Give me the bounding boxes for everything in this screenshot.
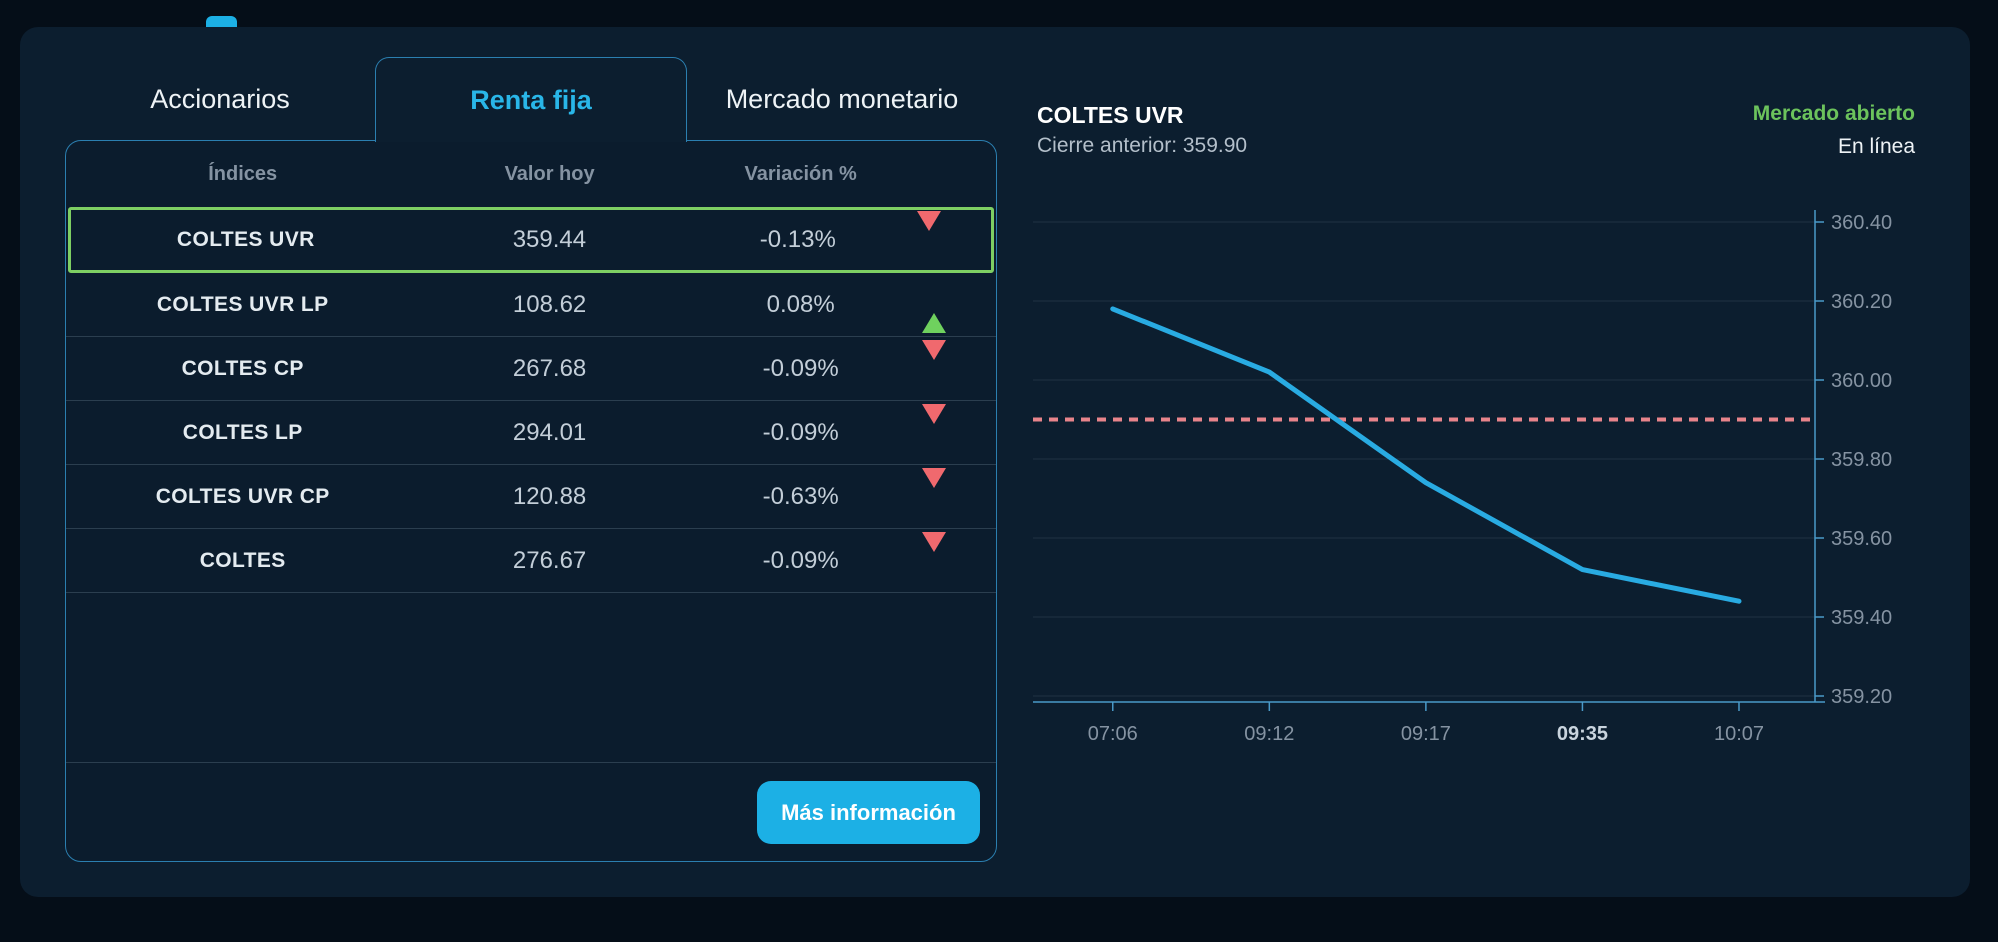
market-status-block: Mercado abierto En línea (1753, 102, 1915, 159)
index-change: -0.09% (762, 546, 839, 574)
index-name: COLTES UVR LP (156, 292, 329, 316)
previous-close-label: Cierre anterior: 359.90 (1037, 134, 1248, 157)
svg-text:360.00: 360.00 (1831, 370, 1892, 392)
index-value: 108.62 (512, 290, 587, 318)
svg-text:360.40: 360.40 (1831, 212, 1892, 234)
table-header-row: Índices Valor hoy Variación % (66, 141, 996, 207)
table-row[interactable]: COLTES UVR 359.44 -0.13% (68, 207, 994, 273)
index-value: 276.67 (512, 546, 587, 574)
index-name: COLTES CP (181, 356, 304, 380)
svg-text:07:06: 07:06 (1088, 723, 1138, 745)
svg-text:359.20: 359.20 (1831, 686, 1892, 708)
index-value: 294.01 (512, 418, 587, 446)
more-info-button[interactable]: Más información (757, 781, 980, 844)
table-row[interactable]: COLTES UVR CP 120.88 -0.63% (66, 465, 996, 529)
column-header-indices: Índices (208, 162, 278, 185)
index-name: COLTES (199, 548, 286, 572)
change-triangle-icon (921, 339, 946, 377)
index-change: -0.09% (762, 354, 839, 382)
svg-text:359.80: 359.80 (1831, 449, 1892, 471)
tab-renta-fija[interactable]: Renta fija (375, 57, 687, 142)
svg-text:09:17: 09:17 (1401, 723, 1451, 745)
svg-text:09:12: 09:12 (1244, 723, 1294, 745)
index-change: -0.63% (762, 482, 839, 510)
svg-text:09:35: 09:35 (1557, 723, 1608, 745)
panel-footer: Más información (66, 762, 996, 861)
index-name: COLTES UVR (176, 228, 315, 251)
market-tabs: Accionarios Renta fija Mercado monetario (65, 57, 997, 142)
column-header-variacion: Variación % (744, 162, 857, 185)
svg-text:360.20: 360.20 (1831, 291, 1892, 313)
index-value: 359.44 (512, 226, 587, 253)
index-value: 120.88 (512, 482, 587, 510)
index-value: 267.68 (512, 354, 587, 382)
table-row[interactable]: COLTES CP 267.68 -0.09% (66, 337, 996, 401)
change-triangle-icon (921, 467, 946, 505)
index-change: -0.13% (759, 226, 836, 253)
market-card: Accionarios Renta fija Mercado monetario… (20, 27, 1970, 897)
change-triangle-icon (917, 211, 942, 248)
tab-mercado-monetario[interactable]: Mercado monetario (725, 83, 959, 114)
market-open-badge: Mercado abierto (1752, 102, 1915, 125)
change-triangle-icon (921, 295, 946, 333)
table-row[interactable]: COLTES 276.67 -0.09% (66, 529, 996, 593)
column-header-valor-hoy: Valor hoy (504, 162, 595, 185)
index-change: -0.09% (762, 418, 839, 446)
intraday-line-chart: 360.40 360.20 360.00 359.80 359.60 359.40 359.… (1033, 210, 1892, 745)
change-triangle-icon (921, 531, 946, 569)
online-status: En línea (1837, 135, 1915, 158)
tab-accionarios[interactable]: Accionarios (150, 83, 290, 114)
index-name: COLTES LP (182, 420, 303, 444)
table-row[interactable]: COLTES UVR LP 108.62 0.08% (66, 273, 996, 337)
change-triangle-icon (921, 403, 946, 441)
chart-title: COLTES UVR (1037, 102, 1184, 128)
index-name: COLTES UVR CP (155, 484, 330, 508)
svg-text:359.40: 359.40 (1831, 607, 1892, 629)
svg-text:359.60: 359.60 (1831, 528, 1892, 550)
index-change: 0.08% (766, 290, 835, 318)
svg-text:10:07: 10:07 (1714, 723, 1764, 745)
indices-table-body: COLTES UVR 359.44 -0.13% COLTES UVR LP 1… (66, 207, 996, 593)
table-row[interactable]: COLTES LP 294.01 -0.09% (66, 401, 996, 465)
indices-panel: Índices Valor hoy Variación % COLTES UVR… (65, 140, 997, 862)
